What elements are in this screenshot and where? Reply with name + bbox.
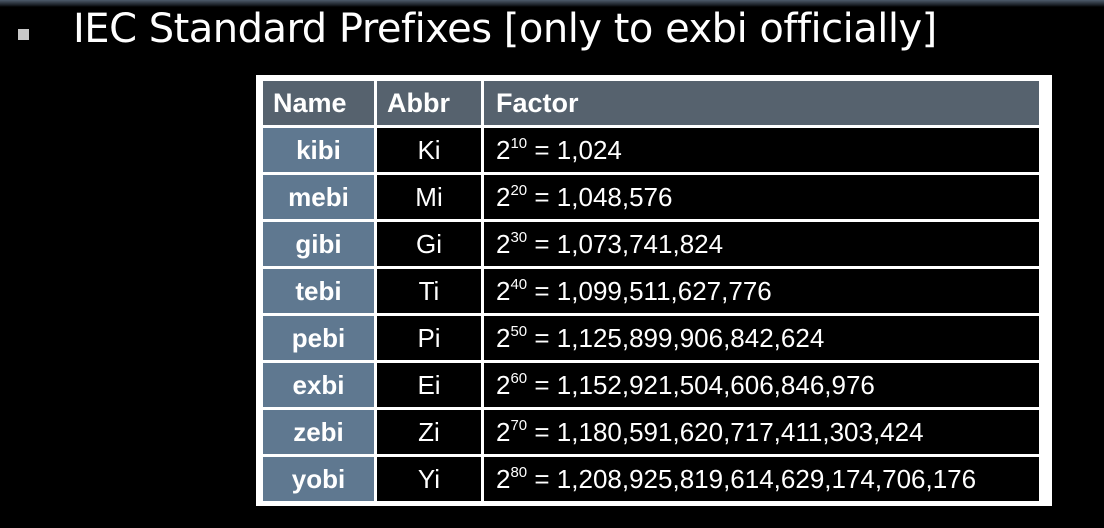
factor-value: = 1,152,921,504,606,846,976 bbox=[534, 369, 875, 400]
factor-exponent: 10 bbox=[510, 134, 528, 152]
table-row: tebi Ti 240 = 1,099,511,627,776 bbox=[263, 269, 1039, 313]
prefix-factor-cell: 260 = 1,152,921,504,606,846,976 bbox=[484, 363, 1039, 407]
prefix-factor-cell: 250 = 1,125,899,906,842,624 bbox=[484, 316, 1039, 360]
prefix-abbr-cell: Pi bbox=[377, 316, 481, 360]
factor-base: 2 bbox=[496, 134, 511, 165]
prefix-abbr-cell: Yi bbox=[377, 457, 481, 501]
header-factor: Factor bbox=[484, 81, 1039, 125]
prefix-name-cell: zebi bbox=[263, 410, 374, 454]
prefix-abbr-cell: Ti bbox=[377, 269, 481, 313]
prefix-factor-cell: 220 = 1,048,576 bbox=[484, 175, 1039, 219]
prefix-abbr-cell: Ei bbox=[377, 363, 481, 407]
prefix-factor-cell: 270 = 1,180,591,620,717,411,303,424 bbox=[484, 410, 1039, 454]
table-row: kibi Ki 210 = 1,024 bbox=[263, 128, 1039, 172]
table-row: mebi Mi 220 = 1,048,576 bbox=[263, 175, 1039, 219]
table-body: kibi Ki 210 = 1,024 mebi Mi 220 = 1,048,576 gi… bbox=[263, 128, 1039, 501]
prefix-abbr-cell: Gi bbox=[377, 222, 481, 266]
prefix-factor-cell: 240 = 1,099,511,627,776 bbox=[484, 269, 1039, 313]
factor-exponent: 30 bbox=[510, 228, 528, 246]
prefix-name-cell: yobi bbox=[263, 457, 374, 501]
prefix-factor-cell: 210 = 1,024 bbox=[484, 128, 1039, 172]
factor-exponent: 80 bbox=[510, 463, 528, 481]
prefix-name-cell: mebi bbox=[263, 175, 374, 219]
table-row: exbi Ei 260 = 1,152,921,504,606,846,976 bbox=[263, 363, 1039, 407]
prefix-name-cell: gibi bbox=[263, 222, 374, 266]
slide-title: IEC Standard Prefixes [only to exbi offi… bbox=[73, 6, 937, 52]
prefix-abbr-cell: Mi bbox=[377, 175, 481, 219]
prefix-abbr-cell: Zi bbox=[377, 410, 481, 454]
factor-value: = 1,048,576 bbox=[534, 181, 673, 212]
prefix-name-cell: exbi bbox=[263, 363, 374, 407]
factor-value: = 1,125,899,906,842,624 bbox=[534, 322, 825, 353]
factor-exponent: 40 bbox=[510, 275, 528, 293]
factor-exponent: 50 bbox=[510, 322, 528, 340]
factor-value: = 1,208,925,819,614,629,174,706,176 bbox=[534, 463, 977, 494]
table-row: gibi Gi 230 = 1,073,741,824 bbox=[263, 222, 1039, 266]
factor-value: = 1,024 bbox=[534, 134, 622, 165]
table-row: yobi Yi 280 = 1,208,925,819,614,629,174,70… bbox=[263, 457, 1039, 501]
prefix-factor-cell: 280 = 1,208,925,819,614,629,174,706,176 bbox=[484, 457, 1039, 501]
factor-base: 2 bbox=[496, 181, 511, 212]
factor-exponent: 70 bbox=[510, 416, 528, 434]
factor-base: 2 bbox=[496, 228, 511, 259]
prefix-name-cell: kibi bbox=[263, 128, 374, 172]
prefix-abbr-cell: Ki bbox=[377, 128, 481, 172]
prefix-name-cell: tebi bbox=[263, 269, 374, 313]
factor-base: 2 bbox=[496, 322, 511, 353]
prefix-table-frame: Name Abbr Factor kibi Ki 210 = 1,024 mebi Mi… bbox=[256, 75, 1052, 506]
header-name: Name bbox=[263, 81, 374, 125]
factor-base: 2 bbox=[496, 369, 511, 400]
factor-value: = 1,180,591,620,717,411,303,424 bbox=[534, 416, 924, 447]
header-abbr: Abbr bbox=[377, 81, 481, 125]
bullet-square-icon bbox=[18, 29, 29, 40]
factor-base: 2 bbox=[496, 463, 511, 494]
slide-top-strip bbox=[0, 0, 1104, 7]
table-row: pebi Pi 250 = 1,125,899,906,842,624 bbox=[263, 316, 1039, 360]
factor-value: = 1,099,511,627,776 bbox=[534, 275, 772, 306]
prefix-name-cell: pebi bbox=[263, 316, 374, 360]
iec-prefix-table: Name Abbr Factor kibi Ki 210 = 1,024 mebi Mi… bbox=[260, 78, 1042, 504]
prefix-factor-cell: 230 = 1,073,741,824 bbox=[484, 222, 1039, 266]
factor-base: 2 bbox=[496, 275, 511, 306]
factor-base: 2 bbox=[496, 416, 511, 447]
table-header-row: Name Abbr Factor bbox=[263, 81, 1039, 125]
factor-value: = 1,073,741,824 bbox=[534, 228, 724, 259]
table-row: zebi Zi 270 = 1,180,591,620,717,411,303,42… bbox=[263, 410, 1039, 454]
factor-exponent: 20 bbox=[510, 181, 528, 199]
factor-exponent: 60 bbox=[510, 369, 528, 387]
